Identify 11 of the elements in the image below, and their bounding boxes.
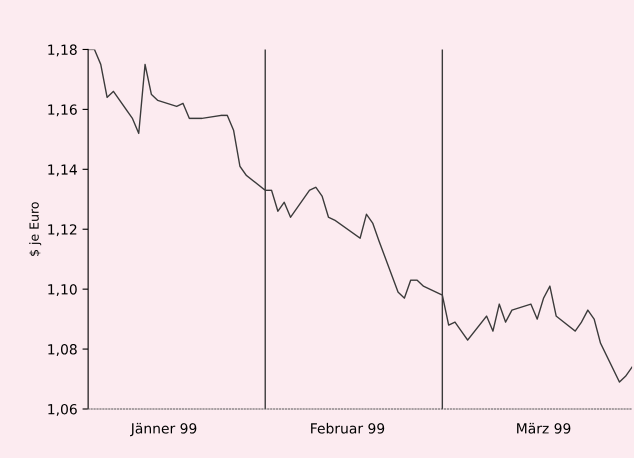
y-tick-label: 1,16 — [48, 104, 77, 116]
y-tick-label: 1,06 — [48, 404, 77, 416]
y-tick-label: 1,14 — [48, 164, 77, 176]
y-tick-label: 1,18 — [48, 44, 77, 56]
y-tick-label: 1,10 — [48, 284, 77, 296]
y-tick-label: 1,12 — [48, 224, 76, 236]
y-axis-title: $ je Euro — [29, 202, 42, 256]
x-tick-label: Februar 99 — [311, 422, 384, 434]
y-tick-label: 1,08 — [48, 344, 77, 356]
x-tick-label: März 99 — [517, 422, 570, 434]
x-tick-label: Jänner 99 — [130, 422, 196, 436]
